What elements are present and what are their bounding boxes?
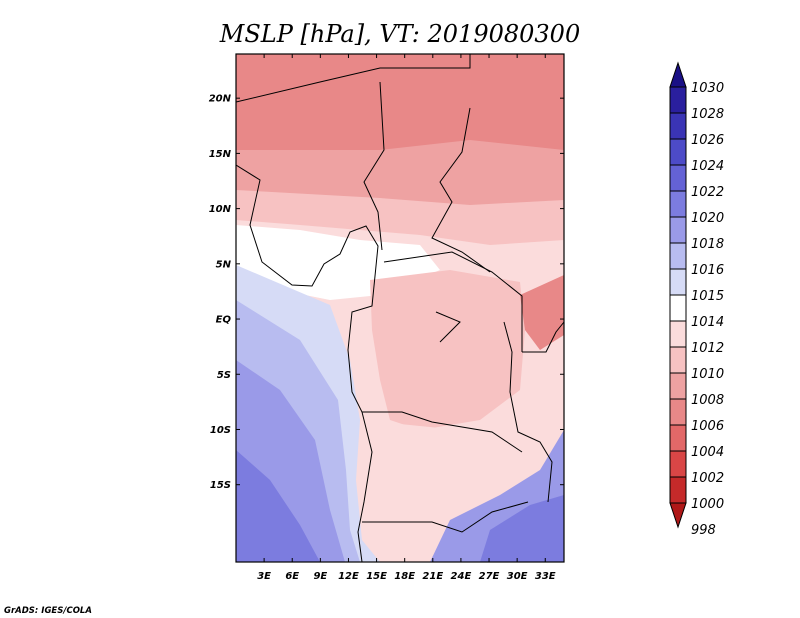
colorbar-label: 1020 xyxy=(691,211,724,226)
x-tick-label: 30E xyxy=(507,571,528,582)
x-tick-label: 33E xyxy=(535,571,556,582)
y-tick-label: 10S xyxy=(210,425,231,436)
colorbar-cell xyxy=(669,502,687,529)
y-tick-marks xyxy=(236,97,564,486)
colorbar-label: 1024 xyxy=(691,159,724,174)
y-tick-label: 5S xyxy=(217,370,231,381)
northern-band xyxy=(236,54,564,170)
colorbar-cell xyxy=(669,398,687,426)
map-panel: 3E 6E 9E 12E 15E 18E 21E 24E 27E 30E 33E 20N 15N 10N… xyxy=(209,53,565,582)
pressure-field xyxy=(236,54,564,562)
x-tick-label: 12E xyxy=(338,571,359,582)
colorbar-label: 998 xyxy=(691,523,716,538)
colorbar-cell xyxy=(669,476,687,504)
colorbar-label: 1002 xyxy=(691,471,724,486)
colorbar-cell xyxy=(669,450,687,478)
y-tick-label: 15S xyxy=(210,480,231,491)
x-axis-labels: 3E 6E 9E 12E 15E 18E 21E 24E 27E 30E 33E xyxy=(257,571,556,582)
border-chad-sudan xyxy=(431,107,491,273)
colorbar-cell xyxy=(669,294,687,322)
colorbar-cell xyxy=(669,346,687,374)
southeast-high-core xyxy=(480,495,564,562)
colorbar-label: 1008 xyxy=(691,393,724,408)
x-tick-marks xyxy=(263,54,546,562)
colorbar-labels: 1030 1028 1026 1024 1022 1020 1018 1016 1015 1014… xyxy=(691,81,724,538)
colorbar-cell xyxy=(669,216,687,244)
border-niger-chad xyxy=(363,81,385,251)
colorbar-label: 1012 xyxy=(691,341,724,356)
x-tick-label: 15E xyxy=(366,571,387,582)
border-car-drc xyxy=(383,251,523,352)
colorbar-label: 1015 xyxy=(691,289,724,304)
coastline-west xyxy=(236,164,379,562)
x-tick-label: 21E xyxy=(422,571,443,582)
colorbar-cell xyxy=(669,138,687,166)
colorbar-label: 1004 xyxy=(691,445,724,460)
map-frame xyxy=(235,53,565,563)
y-tick-label: 20N xyxy=(209,94,232,105)
border-east-africa xyxy=(522,321,564,353)
colorbar-label: 1026 xyxy=(691,133,724,148)
border-great-lakes xyxy=(503,321,553,503)
chart-title: MSLP [hPa], VT: 2019080300 xyxy=(219,20,580,48)
colorbar-cell xyxy=(669,424,687,452)
colorbar: 1030 1028 1026 1024 1022 1020 1018 1016 1015 1014… xyxy=(669,61,724,538)
colorbar-cell xyxy=(669,242,687,270)
x-tick-label: 9E xyxy=(313,571,327,582)
y-axis-labels: 20N 15N 10N 5N EQ 5S 10S 15S xyxy=(209,94,232,492)
sahel-band xyxy=(236,140,564,210)
east-africa-high-ground xyxy=(520,275,564,350)
colorbar-label: 1028 xyxy=(691,107,724,122)
colorbar-cell xyxy=(669,320,687,348)
x-tick-label: 3E xyxy=(257,571,271,582)
border-drc-angola-zambia xyxy=(362,411,523,453)
colorbar-cell xyxy=(669,190,687,218)
colorbar-label: 1006 xyxy=(691,419,724,434)
grads-credit: GrADS: IGES/COLA xyxy=(4,606,92,616)
border-sahara xyxy=(236,54,471,103)
x-tick-label: 18E xyxy=(394,571,415,582)
x-tick-label: 6E xyxy=(285,571,299,582)
colorbar-cells xyxy=(669,61,687,529)
colorbar-label: 1022 xyxy=(691,185,724,200)
colorbar-label: 1030 xyxy=(691,81,724,96)
country-borders xyxy=(236,54,564,562)
y-tick-label: 5N xyxy=(216,259,232,270)
colorbar-cell xyxy=(669,86,687,114)
y-tick-label: 10N xyxy=(209,204,232,215)
colorbar-label: 1016 xyxy=(691,263,724,278)
colorbar-cell xyxy=(669,372,687,400)
y-tick-label: EQ xyxy=(216,315,232,326)
west-africa-band xyxy=(236,190,564,245)
colorbar-label: 1010 xyxy=(691,367,724,382)
atlantic-far-southwest xyxy=(236,450,320,562)
y-tick-label: 15N xyxy=(209,149,232,160)
colorbar-label: 1018 xyxy=(691,237,724,252)
x-tick-label: 24E xyxy=(451,571,472,582)
border-namibia-botswana xyxy=(362,501,529,533)
colorbar-cell xyxy=(669,112,687,140)
colorbar-label: 1000 xyxy=(691,497,724,512)
congo-basin xyxy=(370,270,525,430)
colorbar-cell xyxy=(669,268,687,296)
colorbar-label: 1014 xyxy=(691,315,724,330)
colorbar-cell xyxy=(669,61,687,88)
border-inland-rivers xyxy=(435,311,461,343)
x-tick-label: 27E xyxy=(479,571,500,582)
colorbar-cell xyxy=(669,164,687,192)
